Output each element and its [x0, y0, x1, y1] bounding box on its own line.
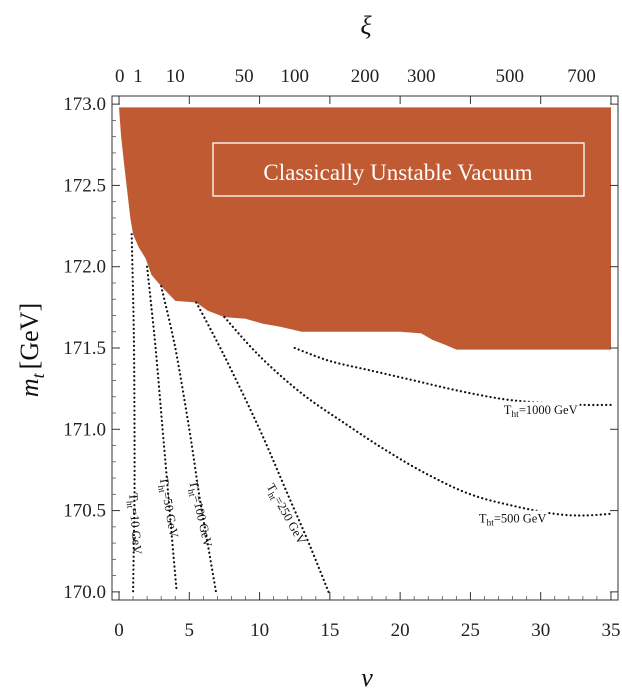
- top-tick-label: 50: [235, 66, 254, 87]
- label-thermal-500: Tht=500 GeV: [479, 512, 547, 529]
- x-axis-title: ν: [361, 663, 373, 692]
- x-tick-label: 15: [320, 620, 339, 641]
- curve-thermal-10: [130, 233, 136, 593]
- top-tick-label: 500: [496, 66, 525, 87]
- unstable-region: [119, 107, 611, 350]
- y-tick-label: 172.5: [63, 175, 106, 196]
- x-tick-label: 10: [250, 620, 269, 641]
- y-tick-label: 171.0: [63, 419, 106, 440]
- curve-thermal-250: [195, 301, 330, 593]
- x-axis: 0 5 10 15 20 25 30 35: [114, 96, 620, 641]
- axes-layer: 0 5 10 15 20 25 30 35170.0170.5171.0171.5172.01…: [63, 66, 620, 641]
- top-tick-label: 0: [115, 66, 125, 87]
- unstable-region-label-box: Classically Unstable Vacuum: [212, 142, 585, 197]
- unstable-region-label: Classically Unstable Vacuum: [263, 160, 532, 185]
- curve-thermal-50: [146, 265, 178, 593]
- svg-text:mt[GeV]: mt [GeV]: [15, 303, 48, 397]
- y-axis-title-main: m: [15, 378, 44, 397]
- y-tick-label: 170.0: [63, 582, 106, 603]
- plot-area: [119, 107, 611, 350]
- top-axis-title: ξ: [360, 11, 372, 40]
- y-axis-title-unit: [GeV]: [15, 303, 44, 369]
- curves-layer: [130, 233, 613, 593]
- label-thermal-250: Tht=250 GeV: [261, 481, 309, 548]
- top-tick-label: 100: [280, 66, 309, 87]
- x-tick-label: 30: [531, 620, 550, 641]
- curve-thermal-100: [160, 285, 218, 593]
- y-tick-label: 172.0: [63, 257, 106, 278]
- y-axis: 170.0 170.5 171.0 171.5 172.0 172.5 173.0: [63, 94, 618, 603]
- top-tick-label: 700: [567, 66, 596, 87]
- x-tick-label: 5: [185, 620, 195, 641]
- y-tick-label: 171.5: [63, 338, 106, 359]
- axis-titles: ν ξ mt [GeV]: [15, 11, 373, 692]
- y-tick-label: 173.0: [63, 94, 106, 115]
- y-axis-title-sub: t: [28, 372, 48, 378]
- x-tick-label: 25: [461, 620, 480, 641]
- top-tick-label: 1: [133, 66, 143, 87]
- top-axis: 0 1 10 50 100 200 300 500 700: [115, 66, 596, 87]
- y-axis-title: mt [GeV]: [15, 303, 48, 397]
- top-tick-label: 300: [407, 66, 436, 87]
- x-tick-label: 20: [391, 620, 410, 641]
- y-tick-label: 170.5: [63, 501, 106, 522]
- x-tick-label: 0: [114, 620, 124, 641]
- label-thermal-10: Tht=10 GeV: [123, 493, 144, 555]
- top-tick-label: 200: [351, 66, 380, 87]
- label-thermal-1000: Tht=1000 GeV: [504, 403, 578, 420]
- curve-thermal-1000: [293, 346, 613, 407]
- top-tick-label: 10: [166, 66, 185, 87]
- x-tick-label: 35: [601, 620, 620, 641]
